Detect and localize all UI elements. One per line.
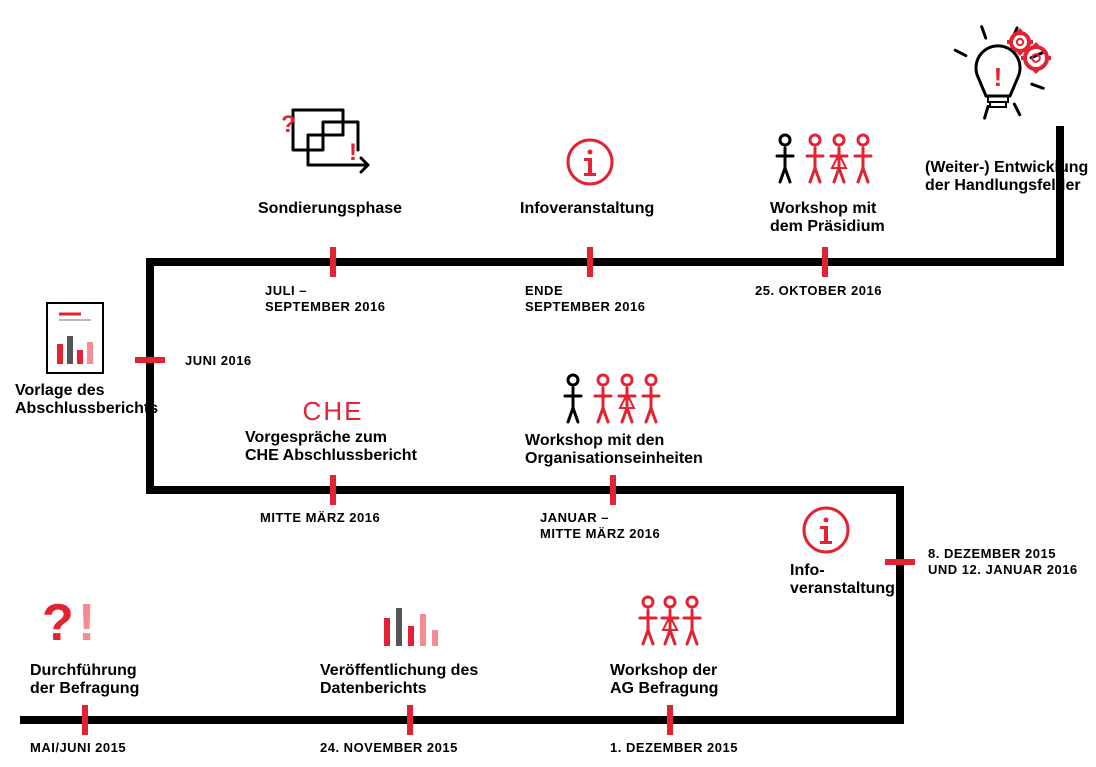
ev7-title-0: Vorlage des <box>15 382 105 399</box>
ev6-che-icon: CHE <box>303 396 364 426</box>
svg-text:CHE: CHE <box>303 396 364 426</box>
ev10-title-1: dem Präsidium <box>770 218 885 235</box>
timeline-diagram: ?! Durchführungder Befragung MAI/JUNI 2015… <box>0 0 1096 767</box>
ev4-date-1: UND 12. JANUAR 2016 <box>928 562 1078 577</box>
ev8-title-0: Sondierungsphase <box>258 200 402 217</box>
ev9-title-0: Infoveranstaltung <box>520 200 654 217</box>
ev5-title-0: Workshop mit den <box>525 432 664 449</box>
ev3-title-1: AG Befragung <box>610 680 718 697</box>
ev4-title-1: veranstaltung <box>790 580 895 597</box>
svg-text:!: ! <box>78 594 95 652</box>
svg-text:!: ! <box>994 62 1003 92</box>
ev1-date-0: MAI/JUNI 2015 <box>30 740 126 755</box>
ev2-date-0: 24. NOVEMBER 2015 <box>320 740 458 755</box>
ev6-title-0: Vorgespräche zum <box>245 429 387 446</box>
ev10-title-0: Workshop mit <box>770 200 877 217</box>
ev5-date-0: JANUAR – <box>540 510 609 525</box>
ev5-date-1: MITTE MÄRZ 2016 <box>540 526 660 541</box>
ev9-date-1: SEPTEMBER 2016 <box>525 299 645 314</box>
ev1-title-1: der Befragung <box>30 680 139 697</box>
ev1-question-exclaim-icon: ?! <box>42 594 95 652</box>
ev7-date-0: JUNI 2016 <box>185 353 252 368</box>
ev8-date-1: SEPTEMBER 2016 <box>265 299 385 314</box>
svg-text:?: ? <box>42 594 74 652</box>
ev10-date-0: 25. OKTOBER 2016 <box>755 283 882 298</box>
ev6-date-0: MITTE MÄRZ 2016 <box>260 510 380 525</box>
ev8-date-0: JULI – <box>265 283 307 298</box>
ev3-date-0: 1. DEZEMBER 2015 <box>610 740 738 755</box>
ev1-title-0: Durchführung <box>30 662 137 679</box>
ev6-title-1: CHE Abschlussbericht <box>245 447 418 464</box>
ev2-title-0: Veröffentlichung des <box>320 662 478 679</box>
ev7-report-icon <box>47 303 103 373</box>
ev4-title-0: Info- <box>790 562 825 579</box>
ev5-title-1: Organisationseinheiten <box>525 450 703 467</box>
ev9-date-0: ENDE <box>525 283 563 298</box>
ev3-title-0: Workshop der <box>610 662 717 679</box>
ev7-title-1: Abschlussberichts <box>15 400 158 417</box>
svg-text:!: ! <box>349 139 357 166</box>
svg-text:?: ? <box>281 111 296 138</box>
ev11-title-1: der Handlungsfelder <box>925 177 1081 194</box>
ev11-title-0: (Weiter-) Entwicklung <box>925 159 1088 176</box>
ev4-date-0: 8. DEZEMBER 2015 <box>928 546 1056 561</box>
ev2-title-1: Datenberichts <box>320 680 427 697</box>
